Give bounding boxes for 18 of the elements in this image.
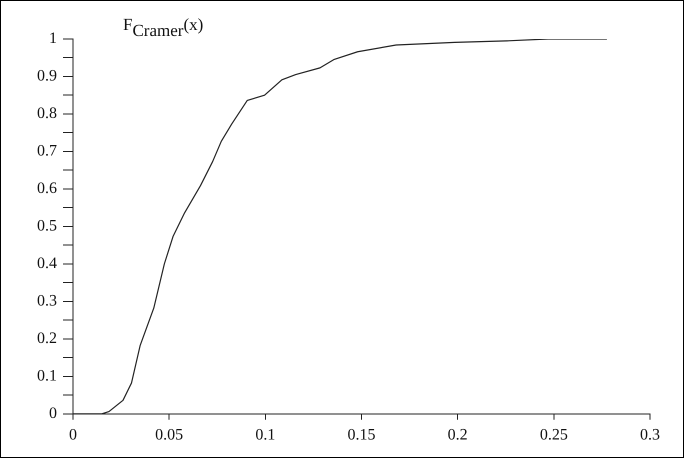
y-tick-label: 0.9 xyxy=(37,68,57,85)
y-tick-label: 0 xyxy=(49,405,57,422)
y-tick-label: 0.8 xyxy=(37,105,57,122)
y-tick-label: 0.1 xyxy=(37,368,57,385)
y-tick-label: 0.4 xyxy=(37,255,57,272)
x-tick-label: 0.15 xyxy=(348,426,376,444)
x-tick-label: 0.2 xyxy=(448,426,468,444)
x-tick-label: 0 xyxy=(69,426,77,444)
x-tick-label: 0.3 xyxy=(640,426,660,444)
x-tick-label: 0.1 xyxy=(255,426,276,444)
y-tick-label: 0.2 xyxy=(37,330,57,348)
x-tick-label: 0.25 xyxy=(540,426,568,444)
y-tick-label: 1 xyxy=(49,30,57,48)
y-tick-label: 0.7 xyxy=(37,142,57,160)
y-tick-label: 0.5 xyxy=(37,218,57,235)
x-tick-label: 0.05 xyxy=(155,426,184,444)
y-tick-label: 0.6 xyxy=(37,180,57,198)
y-tick-label: 0.3 xyxy=(37,292,57,310)
